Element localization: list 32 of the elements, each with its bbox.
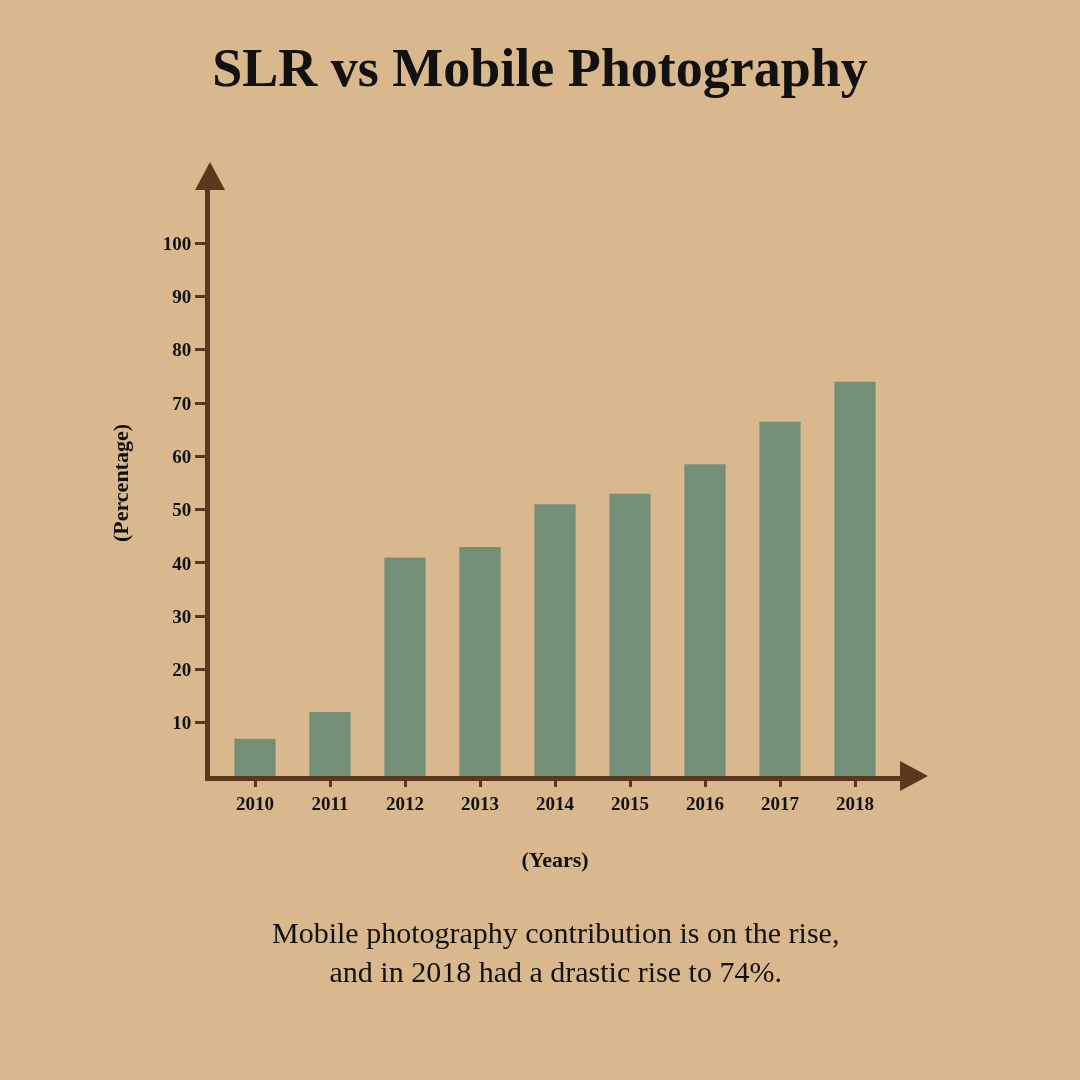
x-tick-label: 2017: [761, 792, 800, 814]
x-tick-label: 2012: [386, 792, 424, 814]
x-tick-label: 2016: [686, 792, 724, 814]
bar: [609, 493, 651, 776]
y-tick-label: 40: [172, 552, 192, 574]
bar: [384, 557, 426, 776]
bar: [759, 421, 801, 776]
y-tick-label: 80: [172, 339, 192, 361]
bar: [234, 738, 276, 776]
bar: [534, 504, 576, 776]
y-tick-label: 20: [172, 659, 192, 681]
y-tick-label: 50: [172, 499, 192, 521]
x-tick-label: 2018: [836, 792, 874, 814]
x-tick-label: 2015: [611, 792, 649, 814]
y-tick-label: 30: [172, 605, 192, 627]
y-tick-label: 10: [172, 712, 192, 734]
bar: [684, 464, 726, 776]
y-axis-title: (Percentage): [107, 423, 133, 543]
x-tick-label: 2011: [311, 792, 349, 814]
bar: [309, 712, 351, 776]
y-tick-label: 100: [162, 232, 192, 254]
x-axis-title: (Years): [521, 846, 589, 872]
y-tick-label: 70: [172, 392, 192, 414]
x-tick-label: 2014: [536, 792, 575, 814]
x-tick-label: 2013: [461, 792, 499, 814]
x-tick-label: 2010: [236, 792, 274, 814]
y-tick-label: 90: [172, 286, 192, 308]
chart-title: SLR vs Mobile Photography: [212, 38, 868, 99]
bar: [834, 381, 876, 776]
y-tick-label: 60: [172, 446, 192, 468]
bar: [459, 546, 501, 776]
text: Mobile photography contribution is on the rise, and in 2018 had a drastic rise to 74%.: [272, 916, 840, 988]
